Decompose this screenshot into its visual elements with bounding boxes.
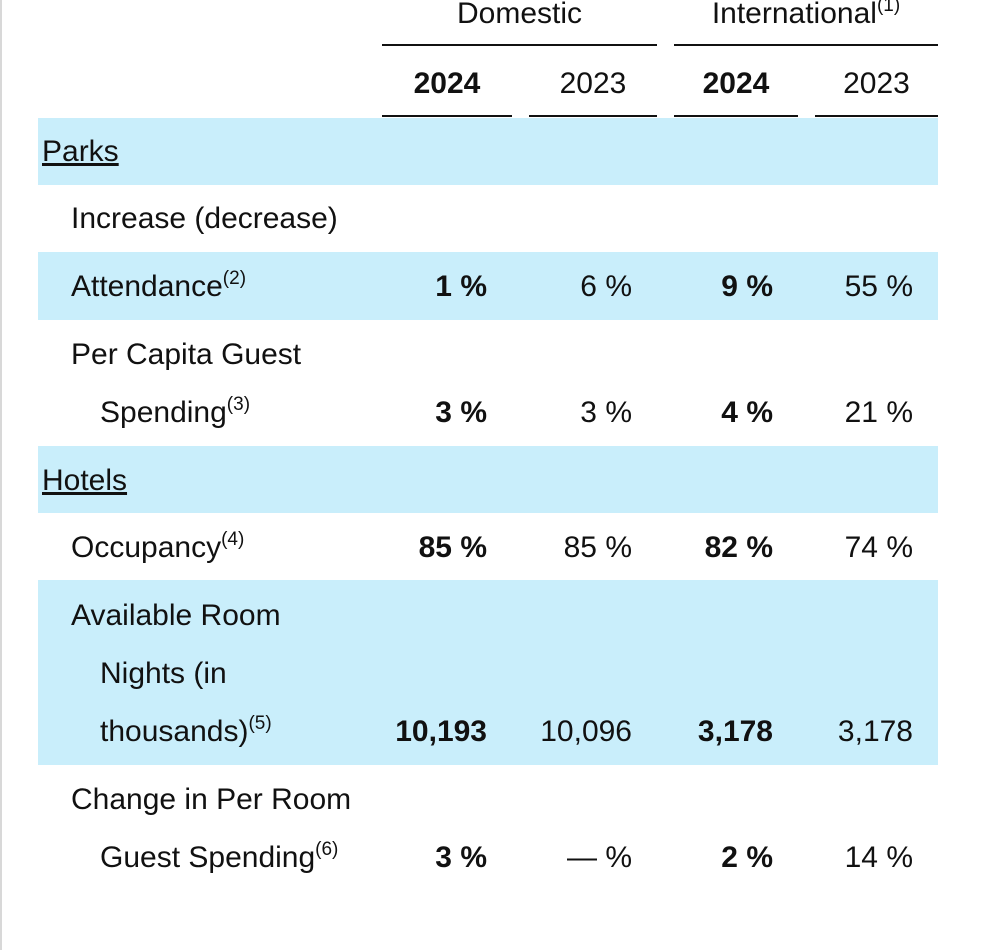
row-band — [38, 118, 938, 185]
cell-value: — % — [566, 841, 632, 874]
group-label: International — [711, 0, 877, 30]
row-band — [38, 252, 938, 320]
label-text: Guest Spending — [100, 841, 316, 874]
rule — [382, 44, 657, 46]
footnote-ref: (3) — [226, 394, 251, 415]
cell-value: 3 % — [435, 841, 487, 874]
cell-value: 55 % — [844, 270, 913, 303]
cell-value: 3,178 — [697, 715, 773, 748]
rule — [815, 115, 938, 117]
row-label: Available Room — [71, 598, 281, 634]
year-header: 2023 — [559, 67, 627, 100]
label-text: Per Capita Guest — [71, 338, 302, 371]
label-text: Increase (decrease) — [71, 202, 338, 235]
group-label: Domestic — [456, 0, 583, 30]
cell-value: 3 % — [435, 396, 487, 429]
row-band — [38, 580, 938, 765]
row-label: Spending(3) — [100, 395, 250, 431]
cell-value: 1 % — [435, 270, 487, 303]
label-text: Occupancy — [71, 531, 222, 564]
cell-value: 10,096 — [540, 715, 632, 748]
footnote-ref: (6) — [315, 839, 339, 860]
section-title: Hotels — [42, 464, 128, 497]
footnote-ref: (4) — [221, 529, 245, 550]
footnote-ref: (5) — [248, 713, 272, 734]
rule — [674, 115, 798, 117]
row-label: Change in Per Room — [71, 782, 351, 818]
row-label: Increase (decrease) — [71, 201, 338, 237]
footnote-ref: (2) — [222, 268, 247, 289]
year-header: 2024 — [413, 67, 481, 100]
row-label: Occupancy(4) — [71, 530, 244, 566]
label-text: Nights (in — [100, 657, 227, 690]
cell-value: 21 % — [844, 396, 913, 429]
cell-value: 3 % — [580, 396, 632, 429]
row-label: Guest Spending(6) — [100, 840, 338, 876]
cell-value: 14 % — [844, 841, 913, 874]
label-text: thousands) — [100, 715, 249, 748]
section-title: Parks — [42, 135, 119, 168]
row-label: thousands)(5) — [100, 714, 272, 750]
cell-value: 3,178 — [837, 715, 913, 748]
year-header: 2024 — [702, 67, 770, 100]
cell-value: 10,193 — [395, 715, 487, 748]
cell-value: 85 % — [563, 531, 632, 564]
rule — [674, 44, 938, 46]
row-label: Per Capita Guest — [71, 337, 301, 373]
label-text: Spending — [100, 396, 227, 429]
footnote-ref: (1) — [876, 0, 901, 16]
group-header: International(1) — [674, 0, 938, 32]
rule — [382, 115, 512, 117]
group-header: Domestic — [382, 0, 657, 32]
cell-value: 4 % — [721, 396, 773, 429]
cell-value: 6 % — [580, 270, 632, 303]
label-text: Change in Per Room — [71, 783, 352, 816]
year-header: 2023 — [843, 67, 910, 100]
row-label: Attendance(2) — [71, 269, 246, 305]
row-band — [38, 446, 938, 513]
cell-value: 74 % — [844, 531, 913, 564]
label-text: Attendance — [71, 270, 223, 303]
cell-value: 85 % — [418, 531, 487, 564]
label-text: Available Room — [71, 599, 281, 632]
cell-value: 2 % — [721, 841, 773, 874]
row-label: Nights (in — [100, 656, 227, 692]
rule — [529, 115, 657, 117]
cell-value: 82 % — [704, 531, 773, 564]
cell-value: 9 % — [721, 270, 773, 303]
